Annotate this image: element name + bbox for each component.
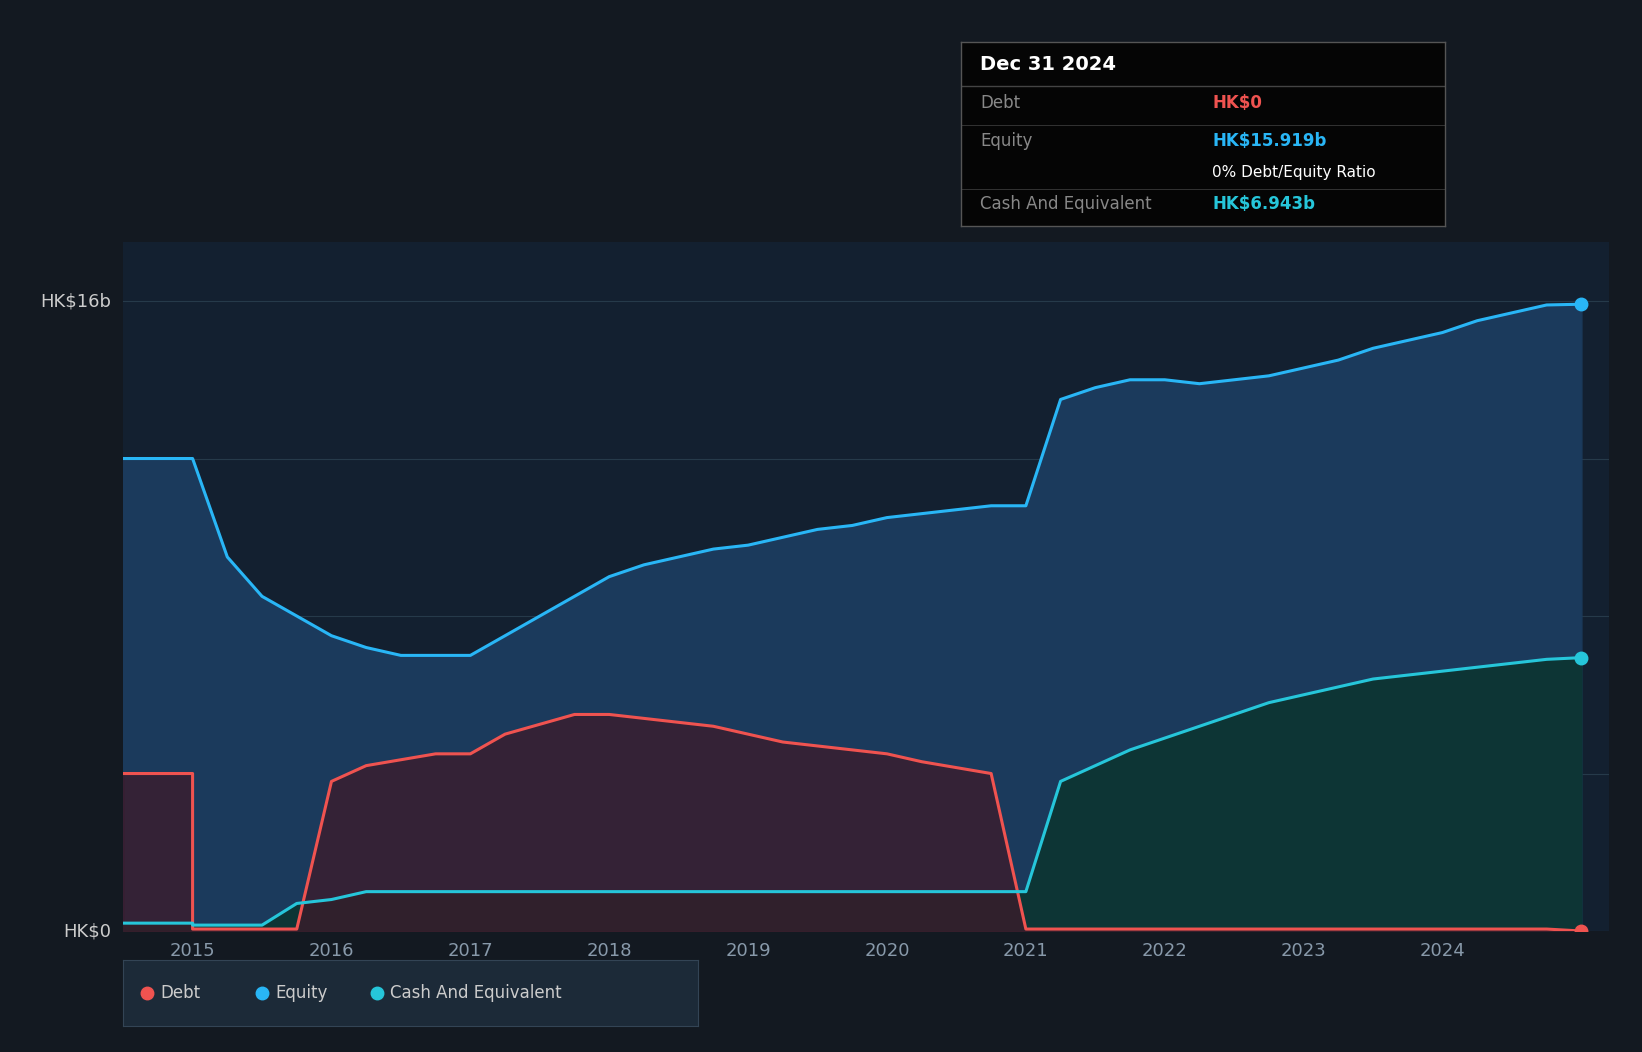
Text: HK$16b: HK$16b xyxy=(41,292,112,310)
Text: 0% Debt/Equity Ratio: 0% Debt/Equity Ratio xyxy=(1212,165,1376,181)
Text: HK$15.919b: HK$15.919b xyxy=(1212,133,1327,150)
Text: HK$0: HK$0 xyxy=(1212,94,1263,112)
Text: Cash And Equivalent: Cash And Equivalent xyxy=(980,195,1151,213)
Text: Debt: Debt xyxy=(980,94,1020,112)
Text: Cash And Equivalent: Cash And Equivalent xyxy=(391,984,562,1003)
Text: Debt: Debt xyxy=(161,984,200,1003)
Text: HK$6.943b: HK$6.943b xyxy=(1212,195,1315,213)
Text: Equity: Equity xyxy=(980,133,1033,150)
Text: Dec 31 2024: Dec 31 2024 xyxy=(980,55,1117,74)
Text: HK$0: HK$0 xyxy=(64,922,112,940)
Text: Equity: Equity xyxy=(276,984,328,1003)
